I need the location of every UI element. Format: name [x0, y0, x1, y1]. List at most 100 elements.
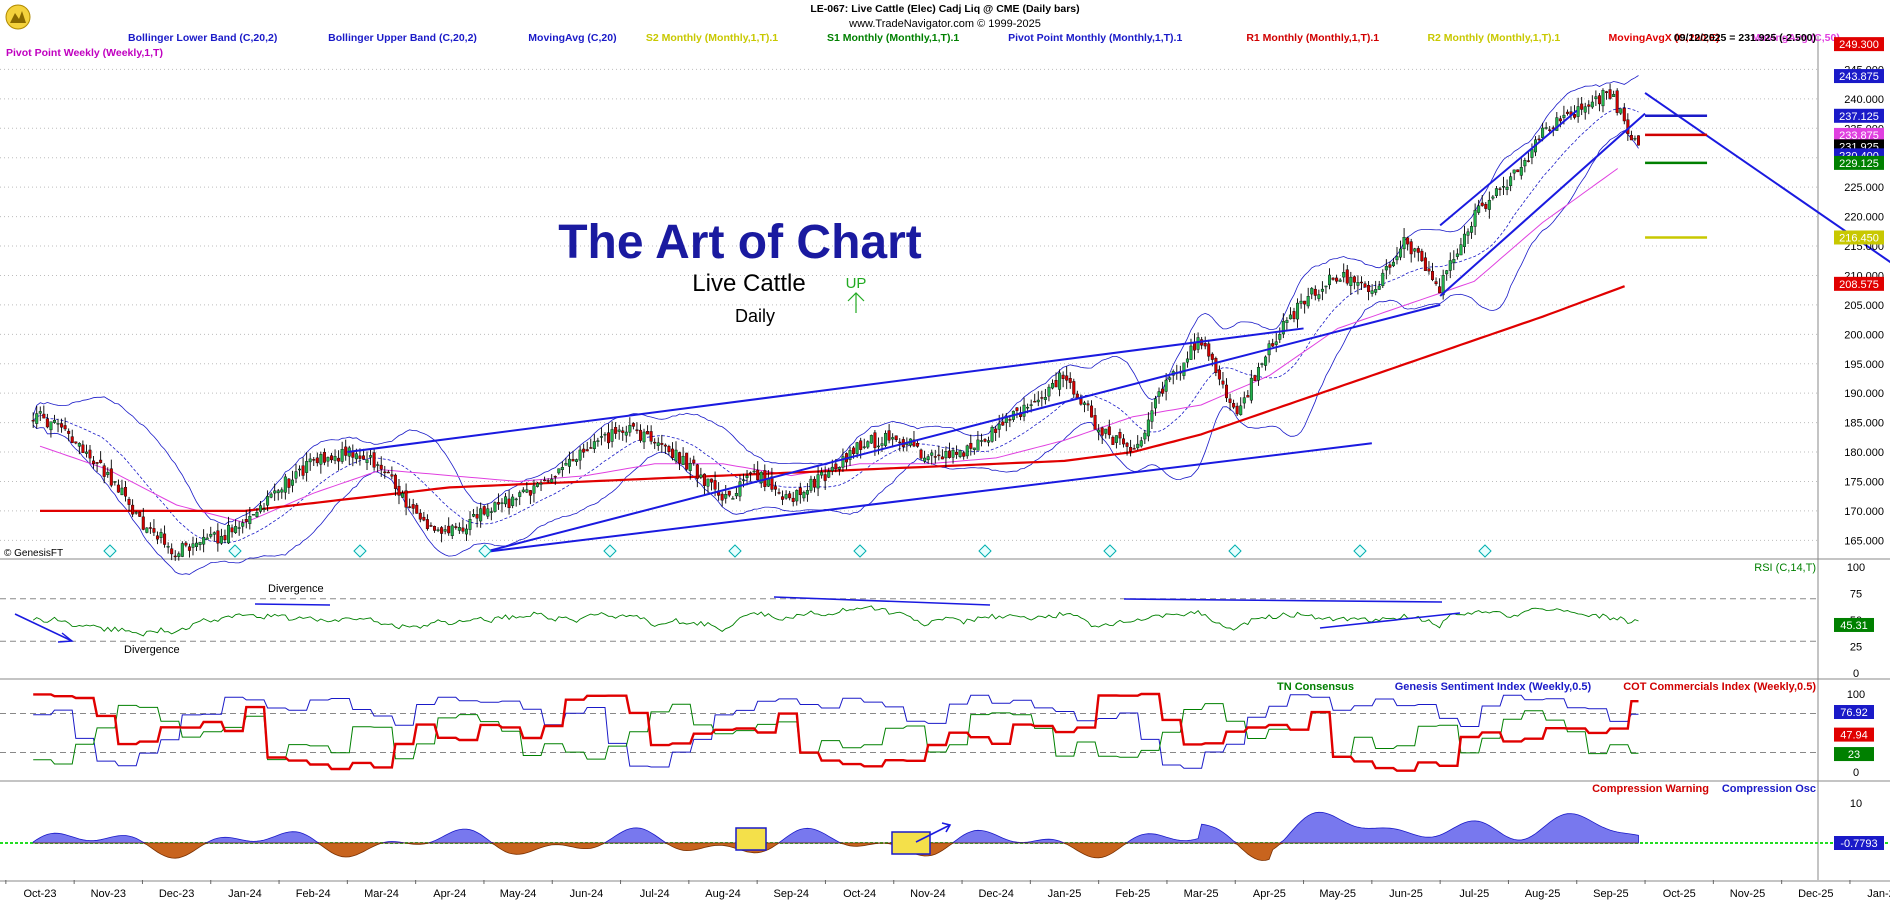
compression-labels: Compression Osc Compression Warning: [1592, 783, 1816, 795]
candle-body: [461, 527, 465, 532]
panel-frames: [0, 36, 1890, 882]
candle-body: [457, 526, 461, 531]
price-tick-label: 175.000: [1844, 476, 1884, 488]
compression-tick-label: 10: [1850, 798, 1862, 810]
last-price-readout: 09/12/2025 = 231.925 (-2.500): [1674, 32, 1816, 44]
candle-body: [315, 457, 319, 464]
candle-body: [798, 487, 802, 496]
candle-body: [912, 439, 916, 447]
candle-body: [1338, 279, 1342, 282]
marker-diamond: [853, 544, 867, 558]
candle-body: [447, 525, 451, 534]
rsi-divergence-line[interactable]: [254, 603, 331, 606]
time-tick-label: Feb-25: [1115, 888, 1150, 900]
candle-body: [1377, 285, 1381, 290]
candle-body: [379, 464, 383, 470]
candle-body: [504, 496, 508, 505]
price-tag: [1834, 230, 1884, 245]
candle-body: [848, 450, 852, 460]
candle-body: [31, 420, 35, 422]
candle-body: [298, 468, 302, 471]
candle-body: [88, 449, 92, 459]
candle-body: [1480, 202, 1484, 206]
candle-body: [312, 459, 316, 461]
candle-body: [1367, 285, 1371, 292]
candle-body: [255, 511, 259, 517]
candle-body: [1605, 91, 1609, 93]
candle-body: [294, 471, 298, 479]
time-tick-label: Jun-25: [1389, 888, 1423, 900]
trend-line[interactable]: [483, 442, 1372, 554]
price-panel[interactable]: [31, 75, 1890, 575]
rsi-divergence-line[interactable]: [1319, 612, 1461, 629]
price-tag-label: 237.125: [1839, 111, 1879, 123]
candle-body: [1374, 289, 1378, 293]
candle-body: [358, 455, 362, 459]
candle-body: [827, 471, 831, 478]
candle-body: [81, 444, 85, 453]
candle-body: [1431, 270, 1435, 280]
candle-body: [617, 429, 621, 432]
candle-body: [681, 455, 685, 466]
candle-body: [1345, 269, 1349, 284]
candle-body: [830, 466, 834, 471]
candle-body: [1413, 248, 1417, 252]
rsi-panel[interactable]: 100755025045.31: [0, 562, 1874, 680]
candle-body: [741, 479, 745, 481]
candle-body: [916, 442, 920, 447]
candle-body: [1310, 288, 1314, 295]
bollinger-upper-band: [32, 75, 1639, 525]
trend-line[interactable]: [1439, 112, 1646, 297]
candle-body: [425, 519, 429, 529]
candle-body: [262, 508, 266, 510]
trend-line[interactable]: [347, 327, 1304, 454]
time-tick-label: Jan-26: [1867, 888, 1890, 900]
marker-diamond: [1478, 544, 1492, 558]
candle-body: [678, 452, 682, 464]
candle-body: [482, 506, 486, 515]
candle-body: [578, 449, 582, 461]
trend-line[interactable]: [483, 303, 1441, 554]
candle-body: [1462, 233, 1466, 247]
candle-body: [1246, 395, 1250, 398]
candle-body: [1296, 302, 1300, 320]
candle-body: [1207, 343, 1211, 357]
candle-body: [145, 527, 149, 533]
candle-body: [266, 496, 270, 506]
candle-body: [702, 473, 706, 486]
candle-body: [205, 537, 209, 540]
candle-body: [1512, 169, 1516, 174]
candle-body: [859, 440, 863, 450]
candle-body: [1359, 281, 1363, 284]
candle-body: [994, 428, 998, 433]
candle-body: [223, 535, 227, 541]
candle-body: [1235, 405, 1239, 415]
candle-body: [663, 444, 667, 447]
rsi-tick-label: 100: [1847, 562, 1865, 574]
candle-body: [1509, 176, 1513, 187]
candle-body: [525, 489, 529, 493]
rsi-divergence-line[interactable]: [1123, 598, 1443, 603]
rsi-divergence-line[interactable]: [14, 613, 73, 642]
rsi-divergence-line[interactable]: [773, 596, 991, 606]
candle-body: [468, 519, 472, 530]
candle-body: [376, 464, 380, 466]
candle-body: [166, 546, 170, 548]
trend-line[interactable]: [1644, 92, 1890, 281]
trend-line[interactable]: [1439, 109, 1578, 227]
weekly-pivot-marker-icon: [353, 544, 367, 558]
candle-body: [1548, 129, 1552, 131]
candle-body: [862, 446, 866, 448]
candle-body: [649, 431, 653, 442]
compression-panel[interactable]: 10 -0.7793: [0, 798, 1890, 861]
candle-body: [141, 516, 145, 530]
candle-body: [106, 471, 110, 475]
candle-body: [301, 465, 305, 476]
candle-body: [670, 448, 674, 459]
candle-body: [1445, 270, 1449, 275]
candle-body: [1072, 381, 1076, 395]
candle-body: [1434, 281, 1438, 285]
candle-body: [1068, 378, 1072, 383]
